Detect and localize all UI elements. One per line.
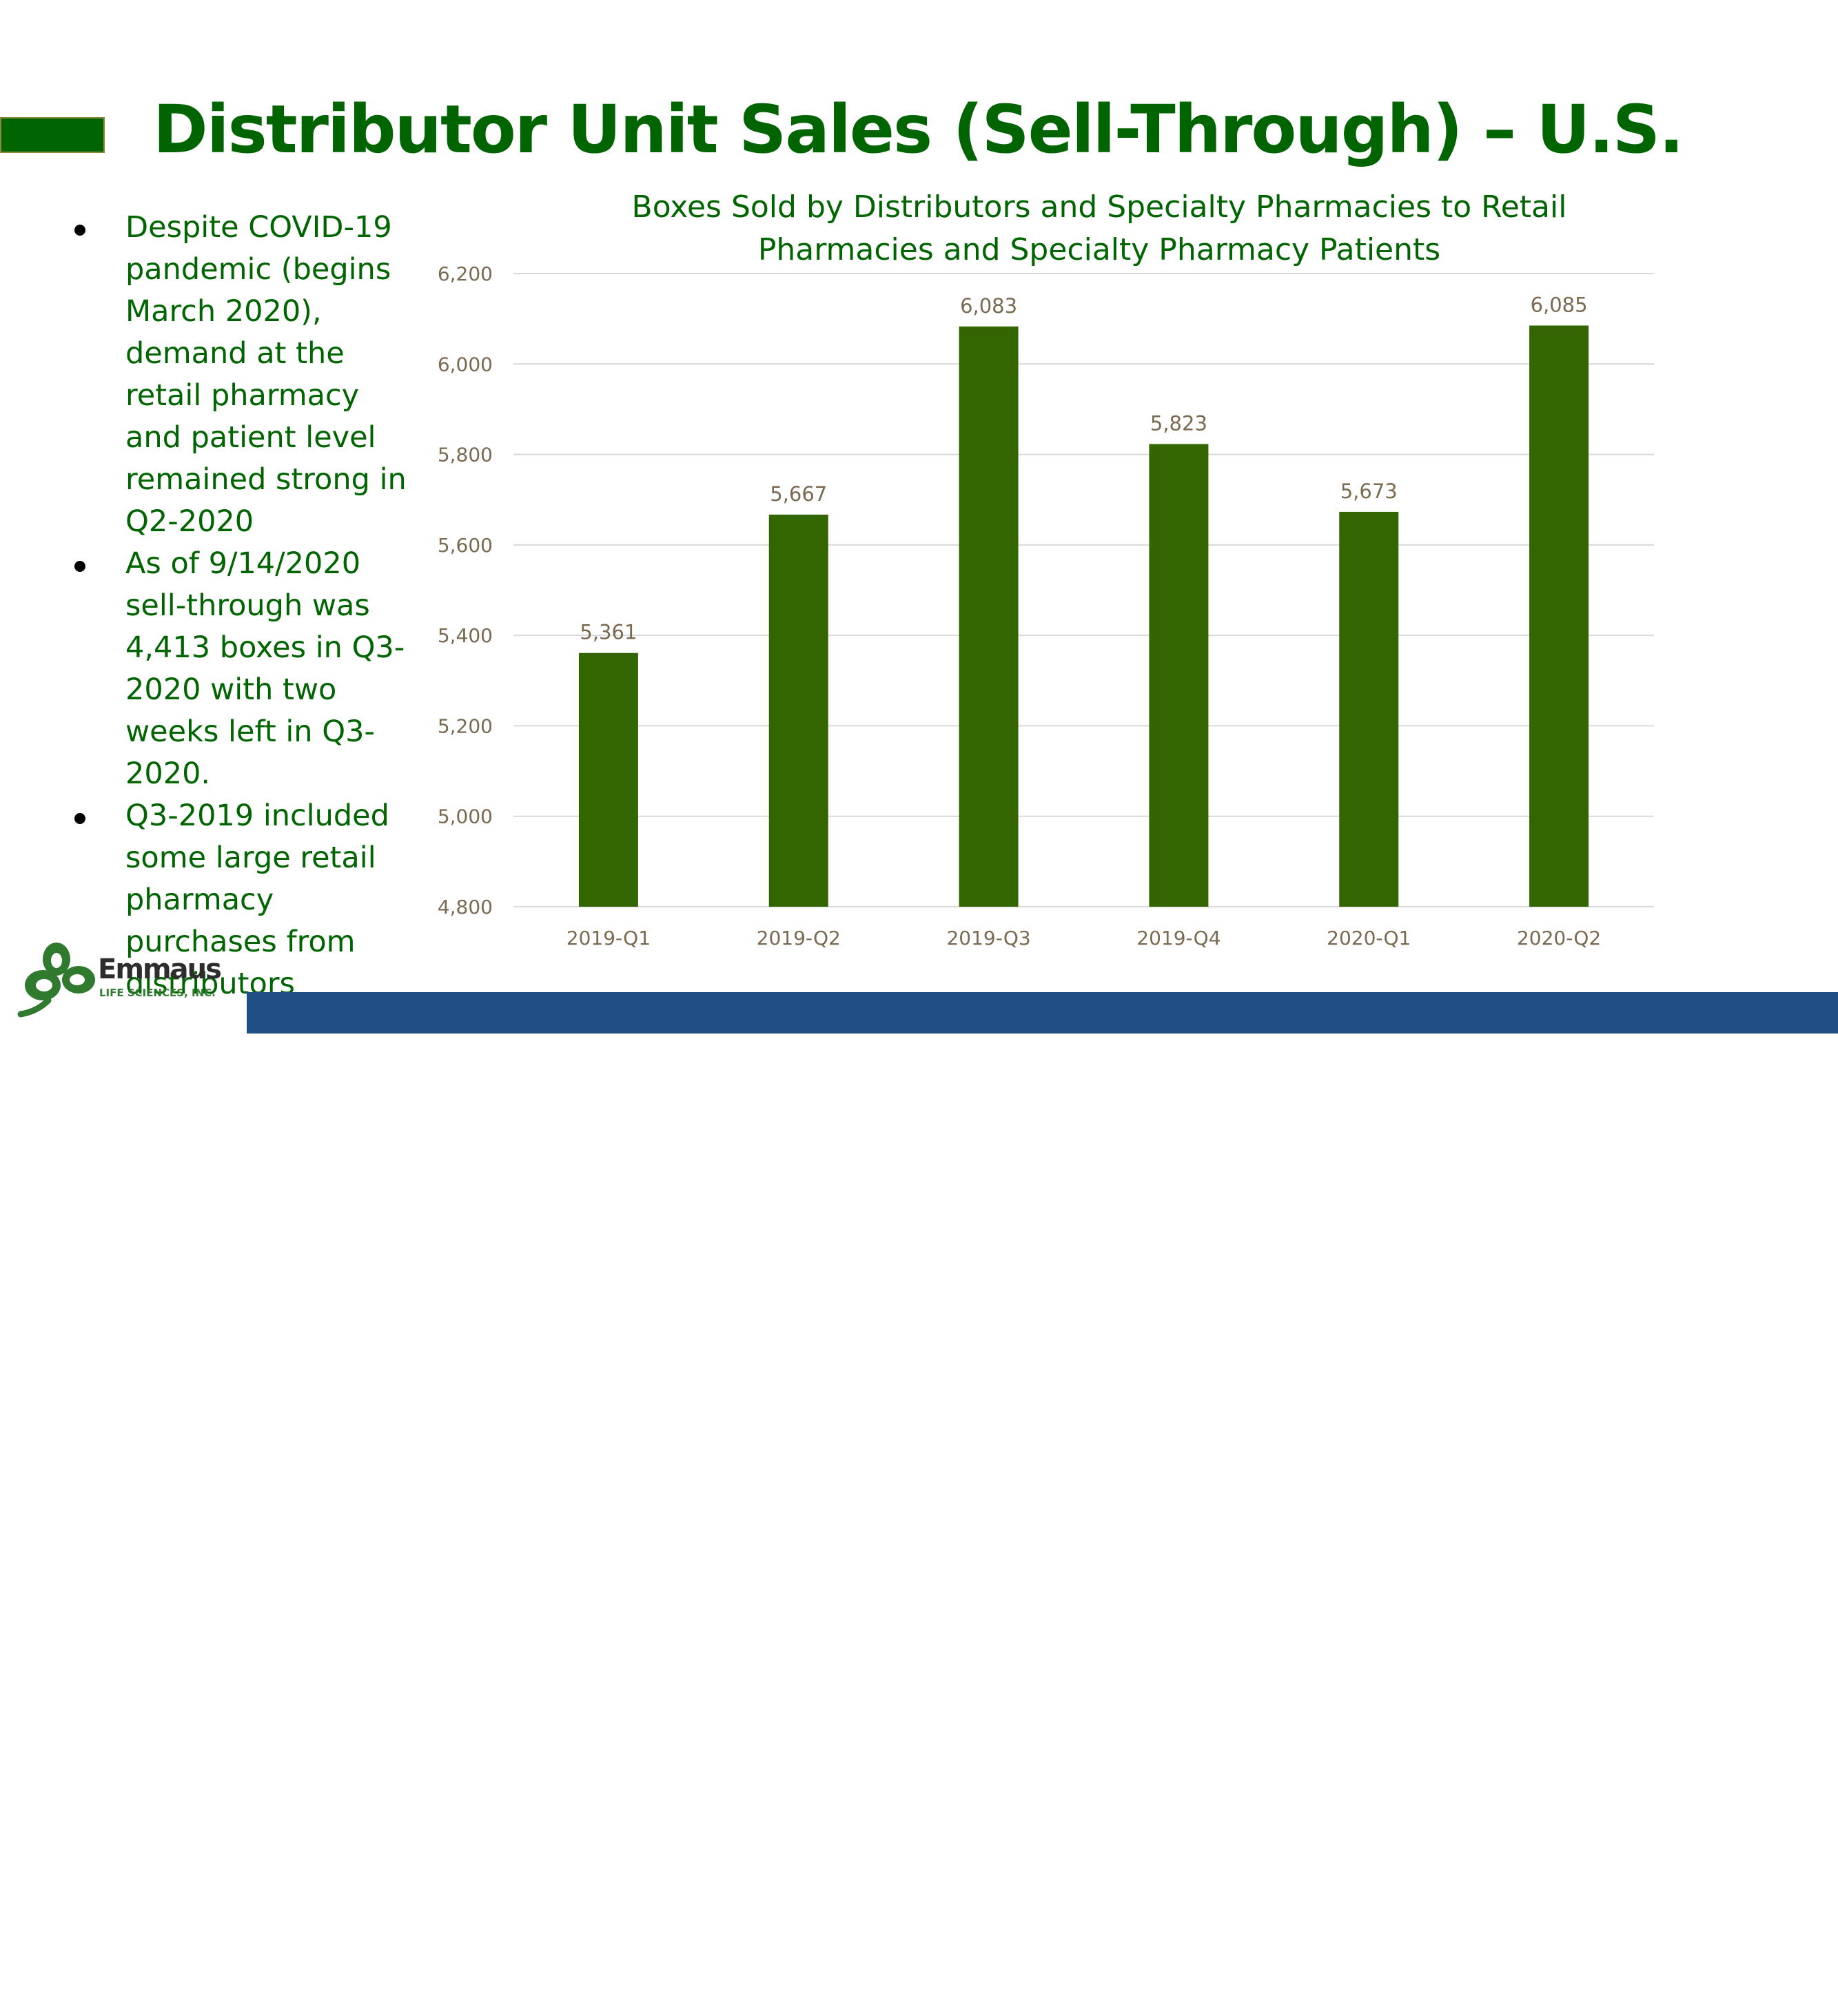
x-tick-label: 2019-Q3 [946, 927, 1030, 949]
y-tick-label: 5,200 [438, 714, 493, 737]
y-tick-label: 4,800 [438, 896, 493, 918]
bullet-dot-icon [74, 813, 85, 824]
shamrock-logo-icon [17, 943, 95, 1018]
data-label: 6,085 [1531, 293, 1588, 316]
slide-title: Distributor Unit Sales (Sell-Through) – … [153, 91, 1684, 168]
logo-name: Emmaus [98, 954, 222, 985]
x-tick-label: 2019-Q1 [566, 927, 651, 949]
bullet-text: Q3-2019 included some large retail pharm… [125, 799, 389, 1001]
y-tick-label: 5,000 [438, 805, 493, 828]
bar [959, 326, 1019, 907]
y-tick-label: 6,000 [438, 353, 493, 376]
bar [768, 514, 828, 907]
data-label: 5,673 [1340, 480, 1398, 503]
bullet-list: Despite COVID-19 pandemic (begins March … [69, 207, 413, 1005]
y-tick-label: 5,600 [438, 534, 493, 557]
data-label: 5,361 [580, 621, 637, 644]
data-label: 5,667 [770, 482, 827, 506]
bullet-item: As of 9/14/2020 sell-through was 4,413 b… [69, 543, 413, 795]
x-tick-label: 2020-Q1 [1327, 927, 1411, 949]
y-tick-label: 5,800 [438, 444, 493, 466]
bullet-text: Despite COVID-19 pandemic (begins March … [125, 210, 407, 539]
x-tick-label: 2020-Q2 [1517, 927, 1601, 949]
bullet-dot-icon [74, 561, 85, 572]
page-number: 7 [1781, 1994, 1793, 2015]
bar [1149, 444, 1209, 907]
bar [1529, 325, 1589, 907]
data-label: 6,083 [960, 294, 1017, 318]
x-tick-label: 2019-Q2 [757, 927, 841, 949]
data-label: 5,823 [1150, 411, 1207, 435]
bullet-dot-icon [74, 225, 85, 236]
bullet-text: As of 9/14/2020 sell-through was 4,413 b… [125, 546, 405, 791]
footer-bar: 7 [247, 992, 1838, 2015]
x-tick-label: 2019-Q4 [1136, 927, 1221, 949]
logo-subtitle: LIFE SCIENCES, INC. [99, 987, 216, 999]
bullet-item: Despite COVID-19 pandemic (begins March … [69, 207, 413, 543]
bullet-item: Q3-2019 included some large retail pharm… [69, 795, 413, 1005]
chart-title: Boxes Sold by Distributors and Specialty… [631, 189, 1567, 267]
bar [578, 652, 638, 907]
title-accent-bar [0, 117, 105, 153]
y-tick-label: 5,400 [438, 624, 493, 647]
bar [1339, 511, 1399, 907]
bar-chart: 4,800 5,000 5,200 5,400 5,600 5,800 6,000 6,200… [438, 263, 1654, 949]
y-tick-label: 6,200 [438, 263, 493, 285]
